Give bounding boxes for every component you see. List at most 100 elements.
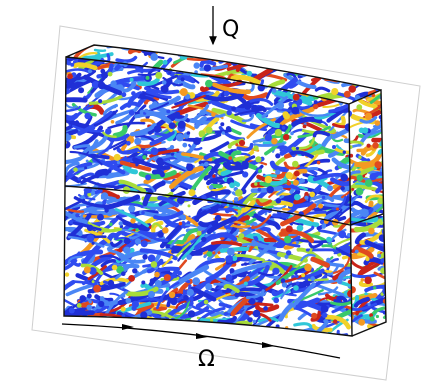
vortex-blob: [348, 64, 352, 72]
vortex-structure: [107, 133, 130, 142]
vortex-blob: [321, 312, 328, 318]
vortex-blob: [369, 173, 377, 181]
vortex-blob: [305, 57, 312, 63]
vortex-blob: [113, 153, 121, 161]
vortex-blob: [116, 160, 121, 165]
vortex-structure: [359, 116, 378, 124]
vortex-structure: [371, 170, 386, 180]
vortex-structure: [253, 213, 278, 227]
vortex-blob: [365, 256, 370, 262]
vortex-blob: [134, 137, 142, 145]
vortex-blob: [118, 221, 123, 226]
vortex-blob: [289, 45, 294, 49]
vortex-blob: [177, 270, 182, 276]
vortex-blob: [205, 283, 213, 291]
vortex-blob: [157, 231, 164, 238]
vortex-structure: [161, 255, 173, 268]
vortex-blob: [177, 196, 185, 205]
vortex-structure: [282, 208, 314, 223]
vortex-blob: [87, 192, 92, 197]
vortex-blob: [364, 112, 373, 121]
vortex-structure: [371, 306, 386, 316]
omega-arrowhead-3: [262, 342, 275, 348]
vortex-structure: [71, 102, 97, 117]
vortex-blob: [149, 278, 155, 284]
vortex-structure: [361, 161, 376, 170]
vortex-structure: [338, 64, 352, 72]
vortex-blob: [187, 204, 191, 208]
vortex-blob: [199, 176, 203, 181]
vortex-blob: [243, 281, 248, 286]
vortex-blob: [279, 148, 283, 152]
vortex-structure: [349, 270, 377, 279]
vortex-structure: [138, 169, 177, 180]
vortex-structure: [280, 284, 293, 300]
vortex-structure: [276, 210, 291, 219]
vortex-structure: [137, 77, 160, 87]
vortex-structure: [114, 208, 150, 228]
vortex-blob: [223, 90, 230, 97]
vortex-structure: [137, 69, 161, 77]
vortex-blob: [186, 254, 192, 260]
vortex-structure: [364, 239, 386, 257]
vortex-blob: [266, 186, 274, 194]
vortex-structure: [147, 111, 181, 135]
vortex-blob: [350, 54, 355, 59]
vortex-structure: [286, 58, 299, 65]
vortex-structure: [99, 254, 121, 261]
vortex-blob: [254, 182, 258, 186]
vortex-blob: [253, 145, 259, 151]
vortex-blob: [125, 116, 130, 120]
vortex-structure: [328, 93, 352, 114]
vortex-structure: [327, 208, 343, 222]
vortex-structure: [331, 51, 342, 55]
vortex-structure: [64, 113, 91, 130]
vortex-structure: [174, 113, 189, 122]
vortex-blob: [240, 50, 245, 55]
vortex-structure: [233, 156, 246, 162]
vortex-blob: [349, 110, 352, 118]
vortex-structure: [153, 210, 184, 221]
vortex-blob: [212, 251, 216, 255]
vortex-blob: [201, 194, 207, 200]
vortex-blob: [258, 169, 262, 174]
vortex-blob: [161, 80, 167, 85]
vortex-blob: [283, 134, 290, 141]
vortex-blob: [75, 213, 80, 218]
vortex-structure: [291, 116, 323, 127]
vortex-structure: [340, 275, 352, 283]
vortex-structure: [351, 314, 363, 323]
vortex-structure: [313, 58, 352, 73]
vortex-structure: [87, 282, 126, 294]
vortex-blob: [152, 101, 158, 107]
vortex-structure: [330, 298, 352, 306]
vortex-structure: [349, 184, 378, 192]
vortex-structure: [72, 62, 98, 71]
vortex-structure: [249, 97, 274, 106]
vortex-structure: [317, 286, 339, 296]
vortex-structure: [189, 165, 212, 193]
vortex-blob: [281, 126, 286, 130]
vortex-structure: [351, 45, 372, 47]
vortex-blob: [375, 314, 379, 319]
vortex-structure: [145, 74, 179, 89]
vortex-structure: [196, 45, 213, 49]
vortex-structure: [156, 281, 180, 310]
vortex-structure: [64, 57, 72, 66]
vortex-blob: [335, 57, 343, 65]
vortex-blob: [247, 317, 253, 323]
vortex-structure: [359, 230, 385, 245]
vortex-blob: [107, 279, 115, 287]
vortex-structure: [246, 117, 276, 139]
vortex-blob: [340, 186, 345, 191]
vortex-structure: [134, 102, 169, 114]
vortex-blob: [155, 71, 163, 79]
vortex-structure: [176, 75, 194, 83]
vortex-structure: [300, 95, 316, 102]
vortex-structure: [130, 79, 150, 85]
vortex-blob: [201, 236, 207, 243]
vortex-blob: [64, 272, 70, 277]
vortex-blob: [86, 224, 94, 231]
vortex-structure: [353, 218, 383, 233]
vortex-structure: [169, 114, 190, 123]
